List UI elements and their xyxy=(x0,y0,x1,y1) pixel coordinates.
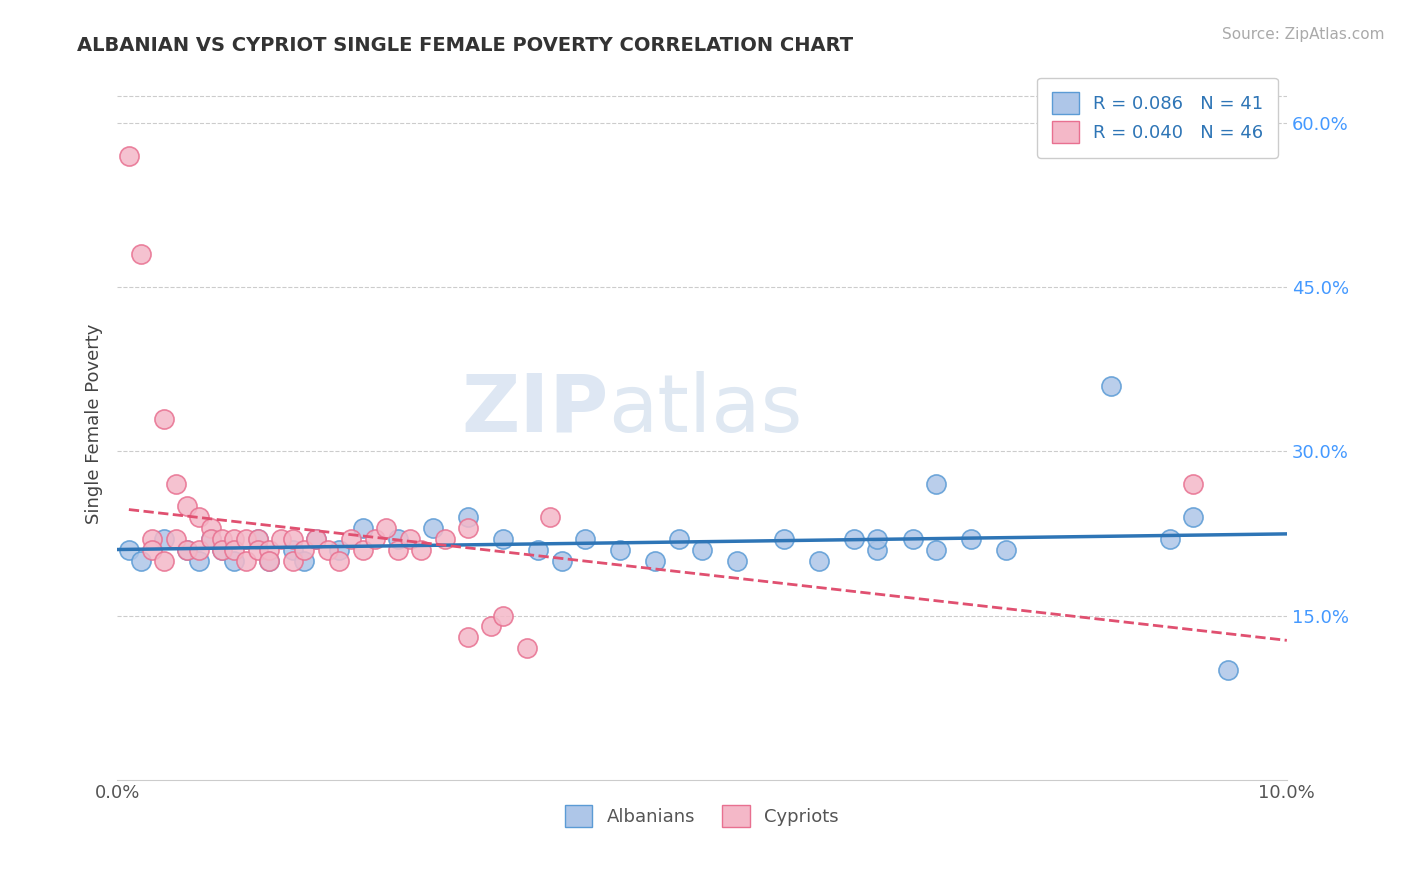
Point xyxy=(305,532,328,546)
Point xyxy=(538,510,561,524)
Point xyxy=(516,641,538,656)
Point xyxy=(375,521,398,535)
Point xyxy=(960,532,983,546)
Point xyxy=(363,532,385,546)
Point xyxy=(316,542,339,557)
Point xyxy=(246,532,269,546)
Point xyxy=(200,532,222,546)
Point xyxy=(129,247,152,261)
Point xyxy=(352,542,374,557)
Point xyxy=(387,532,409,546)
Point xyxy=(481,619,503,633)
Point xyxy=(292,542,315,557)
Point xyxy=(925,542,948,557)
Point xyxy=(668,532,690,546)
Point xyxy=(340,532,363,546)
Point xyxy=(457,510,479,524)
Point xyxy=(1099,378,1122,392)
Point xyxy=(281,554,304,568)
Point xyxy=(200,532,222,546)
Text: Source: ZipAtlas.com: Source: ZipAtlas.com xyxy=(1222,27,1385,42)
Point xyxy=(188,542,211,557)
Point xyxy=(527,542,550,557)
Point xyxy=(165,477,187,491)
Point xyxy=(176,542,198,557)
Point xyxy=(153,411,176,425)
Point xyxy=(292,554,315,568)
Point xyxy=(235,532,257,546)
Point xyxy=(492,608,515,623)
Point xyxy=(211,542,233,557)
Point xyxy=(246,542,269,557)
Point xyxy=(200,521,222,535)
Point xyxy=(118,542,141,557)
Point xyxy=(235,554,257,568)
Point xyxy=(176,499,198,513)
Point xyxy=(925,477,948,491)
Point xyxy=(328,542,350,557)
Point xyxy=(807,554,830,568)
Point xyxy=(188,554,211,568)
Point xyxy=(153,554,176,568)
Point xyxy=(574,532,596,546)
Point xyxy=(246,532,269,546)
Point xyxy=(141,532,163,546)
Point xyxy=(257,554,280,568)
Point xyxy=(305,532,328,546)
Point xyxy=(422,521,444,535)
Point xyxy=(609,542,631,557)
Point xyxy=(411,542,433,557)
Point xyxy=(281,532,304,546)
Point xyxy=(188,510,211,524)
Point xyxy=(257,554,280,568)
Point xyxy=(995,542,1018,557)
Point xyxy=(690,542,713,557)
Point xyxy=(433,532,456,546)
Point xyxy=(211,542,233,557)
Point xyxy=(270,532,292,546)
Point xyxy=(118,149,141,163)
Point xyxy=(224,532,246,546)
Point xyxy=(141,542,163,557)
Point xyxy=(165,532,187,546)
Point xyxy=(866,532,889,546)
Point xyxy=(842,532,865,546)
Point xyxy=(457,521,479,535)
Point xyxy=(901,532,924,546)
Point xyxy=(1218,663,1240,677)
Point xyxy=(398,532,420,546)
Point xyxy=(129,554,152,568)
Legend: Albanians, Cypriots: Albanians, Cypriots xyxy=(558,798,846,835)
Point xyxy=(1182,510,1205,524)
Point xyxy=(492,532,515,546)
Point xyxy=(176,542,198,557)
Point xyxy=(1159,532,1181,546)
Point xyxy=(1182,477,1205,491)
Point xyxy=(328,554,350,568)
Point xyxy=(457,631,479,645)
Point xyxy=(224,554,246,568)
Point xyxy=(387,542,409,557)
Text: ZIP: ZIP xyxy=(461,371,609,449)
Point xyxy=(644,554,666,568)
Point xyxy=(773,532,796,546)
Point xyxy=(866,542,889,557)
Point xyxy=(725,554,748,568)
Text: atlas: atlas xyxy=(609,371,803,449)
Point xyxy=(352,521,374,535)
Point xyxy=(281,542,304,557)
Point xyxy=(257,542,280,557)
Point xyxy=(550,554,572,568)
Y-axis label: Single Female Poverty: Single Female Poverty xyxy=(86,324,103,524)
Point xyxy=(211,532,233,546)
Point xyxy=(224,542,246,557)
Point xyxy=(153,532,176,546)
Text: ALBANIAN VS CYPRIOT SINGLE FEMALE POVERTY CORRELATION CHART: ALBANIAN VS CYPRIOT SINGLE FEMALE POVERT… xyxy=(77,36,853,54)
